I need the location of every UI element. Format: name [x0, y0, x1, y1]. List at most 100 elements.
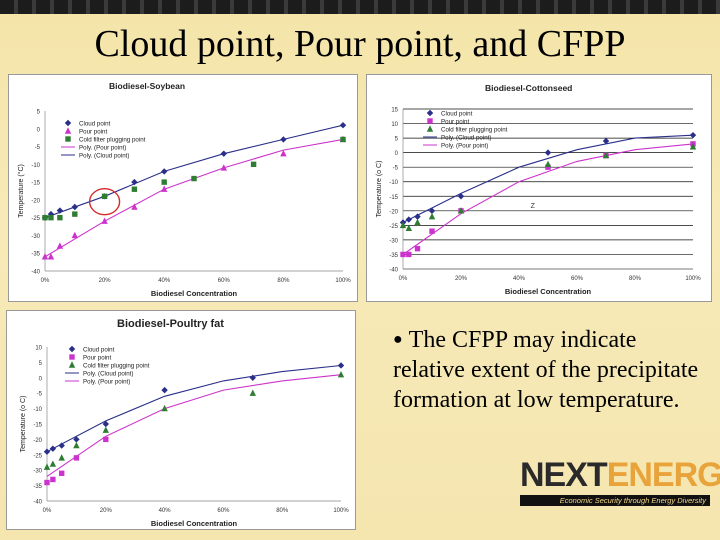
legend-marker [64, 119, 72, 127]
data-point [602, 151, 610, 159]
chart-soybean: Biodiesel-Soybean 5 0 -5 -10 -15 -20 -25 -30 -35 -… [17, 81, 351, 298]
data-point [337, 362, 345, 369]
x-tick-label: 100% [685, 276, 701, 282]
y-tick-label: -20 [33, 438, 42, 444]
data-point [339, 122, 347, 129]
bullet-icon: ● [393, 331, 403, 348]
legend-marker [64, 127, 72, 134]
data-point [48, 214, 54, 221]
y-tick-label: 0 [395, 151, 399, 157]
legend-label: Cloud point [79, 121, 111, 128]
data-point [405, 224, 412, 231]
y-tick-label: -5 [393, 166, 399, 172]
y-axis-label: Temperature (o C) [376, 161, 383, 218]
x-tick-label: 60% [217, 508, 230, 514]
legend-marker [426, 109, 434, 117]
legend-label: Poly. (Pour point) [441, 143, 488, 150]
x-tick-label: 60% [571, 276, 584, 282]
data-point [405, 216, 412, 223]
legend-label: Cold filter plugging point [79, 137, 146, 144]
legend-label: Pour point [83, 355, 111, 362]
y-tick-label: -10 [31, 163, 40, 169]
data-point [406, 251, 412, 258]
y-tick-label: -25 [33, 453, 42, 459]
data-point [161, 185, 168, 192]
top-decorative-strip [0, 0, 720, 14]
data-point [71, 203, 78, 211]
x-tick-label: 80% [277, 278, 290, 284]
data-point [50, 476, 56, 483]
logo-part-energy: ENERGY [606, 456, 720, 494]
data-point [102, 420, 109, 428]
x-axis-label: Biodiesel Concentration [151, 289, 238, 298]
y-tick-label: -10 [33, 407, 42, 413]
x-tick-label: 100% [333, 508, 349, 514]
legend-marker [68, 345, 76, 353]
legend-label: Cold filter plugging point [441, 127, 508, 134]
data-point [280, 149, 287, 157]
data-point [191, 175, 197, 182]
y-tick-label: -35 [389, 253, 398, 259]
data-point [47, 210, 55, 218]
data-point [414, 218, 421, 226]
data-point [41, 253, 49, 260]
x-tick-label: 0% [41, 278, 50, 284]
legend-label: Cloud point [441, 111, 473, 118]
data-point [249, 389, 256, 396]
y-tick-label: 10 [35, 346, 42, 352]
annotation-label: Z [531, 203, 536, 210]
data-point [161, 404, 168, 412]
data-point [131, 186, 138, 192]
legend-marker [426, 125, 434, 132]
data-point [337, 371, 345, 378]
y-tick-label: -40 [31, 270, 40, 276]
x-tick-label: 80% [276, 508, 289, 514]
y-tick-label: -30 [31, 234, 40, 240]
trendline [402, 143, 694, 255]
legend-label: Poly. (Cloud point) [83, 371, 133, 378]
data-point [71, 231, 78, 239]
y-tick-label: -5 [35, 145, 41, 151]
x-tick-label: 20% [455, 276, 468, 282]
data-point [57, 214, 63, 221]
legend-marker [427, 118, 433, 124]
data-point [73, 436, 80, 443]
x-axis-label: Biodiesel Concentration [505, 287, 592, 296]
data-point [58, 454, 65, 461]
data-point [59, 470, 65, 476]
legend-marker [65, 136, 71, 142]
y-tick-label: 5 [39, 361, 43, 367]
y-tick-label: -15 [389, 195, 398, 201]
y-tick-label: -15 [31, 181, 40, 187]
data-point [400, 251, 406, 258]
trendline [402, 134, 694, 223]
y-tick-label: 0 [39, 376, 43, 382]
data-point [689, 143, 697, 150]
data-point [103, 436, 109, 443]
legend-label: Poly. (Cloud point) [79, 153, 129, 160]
legend-label: Pour point [441, 119, 469, 126]
y-tick-label: -35 [33, 484, 42, 490]
data-point [689, 131, 697, 139]
chart-poultry: Biodiesel-Poultry fat 10 5 0 -5 -10 -15 -20 -25 -… [20, 318, 349, 528]
data-point [58, 442, 65, 449]
data-point [161, 386, 168, 394]
y-tick-label: -20 [31, 198, 40, 204]
y-axis-label: Temperature (°C) [17, 164, 25, 218]
slide-title: Cloud point, Pour point, and CFPP [94, 23, 626, 65]
data-point [249, 374, 256, 381]
data-point [131, 203, 138, 210]
y-tick-label: -35 [31, 252, 40, 258]
x-tick-label: 40% [513, 276, 526, 282]
legend-marker [68, 361, 76, 368]
data-point [544, 160, 552, 167]
data-point [73, 441, 80, 449]
data-point [161, 179, 167, 185]
y-tick-label: -10 [389, 180, 398, 186]
data-point [131, 178, 138, 186]
x-tick-label: 100% [335, 278, 351, 284]
x-tick-label: 0% [43, 508, 52, 514]
x-tick-label: 40% [158, 278, 171, 284]
legend-label: Cold filter plugging point [83, 363, 150, 370]
chart-title: Biodiesel-Cottonseed [485, 83, 572, 93]
